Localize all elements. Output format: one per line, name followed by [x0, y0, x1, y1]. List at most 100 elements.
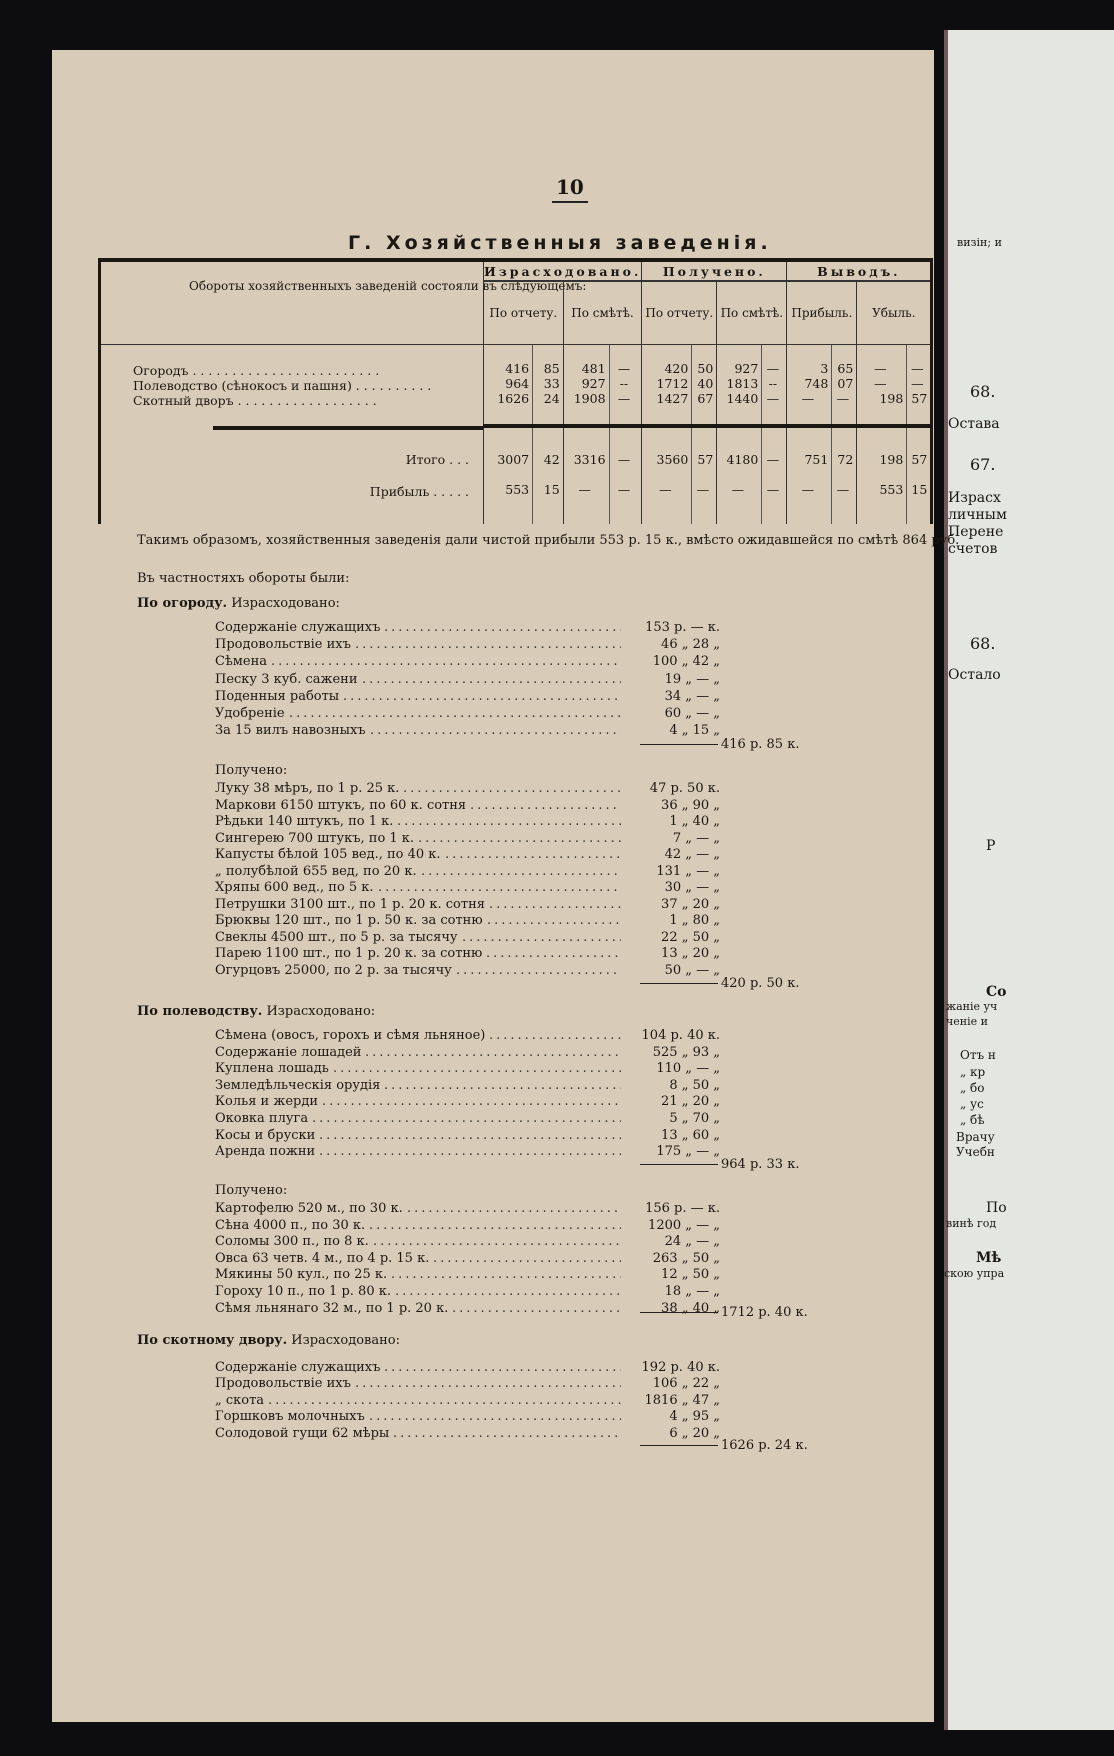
row-label: Огородъ . . . . . . . . . . . . . . . . … [133, 363, 380, 378]
cell-value: 1813 [716, 377, 762, 393]
details-heading: Въ частностяхъ обороты были: [137, 571, 350, 586]
section-heading-rest: Израсходовано: [227, 596, 340, 611]
cell-value: 748 [786, 377, 832, 393]
adjacent-page-text: 68. [970, 634, 996, 653]
ledger-amount: 4 „ 15 „ [669, 723, 720, 739]
cell-value: 24 [532, 392, 564, 408]
dot-leader: ........................................… [369, 1217, 621, 1233]
dot-leader: ........................................… [370, 723, 621, 739]
dot-leader: ........................................… [433, 1250, 621, 1266]
ledger-label: Петрушки 3100 шт., по 1 р. 20 к. сотня [215, 896, 485, 912]
dot-leader: ........................................… [393, 1425, 621, 1441]
dot-leader: ........................................… [445, 847, 621, 862]
adjacent-page-text: визін; и [957, 236, 1002, 249]
ledger-amount: 50 „ — „ [664, 962, 720, 978]
adjacent-page-text: личным [948, 507, 1007, 523]
dot-leader: ........................................… [421, 863, 621, 879]
cell-value: 964 [482, 377, 533, 393]
cell-value: 553 [856, 483, 907, 508]
adjacent-page-text: Отъ н [960, 1048, 996, 1062]
adjacent-page-text: „ ус [960, 1097, 984, 1111]
ledger-label: Брюквы 120 шт., по 1 р. 50 к. за сотню [215, 913, 483, 928]
cell-value: 3007 [482, 424, 533, 484]
table-row: Огородъ . . . . . . . . . . . . . . . . … [100, 362, 932, 378]
cell-value: -- [761, 377, 787, 393]
ledger-label: Продовольствіе ихъ [215, 1376, 351, 1392]
ledger-amount: 1 „ 40 „ [669, 814, 720, 829]
header-spent: Израсходовано. [482, 260, 642, 282]
adjacent-page-text: Врачу [956, 1130, 995, 1144]
ledger-amount: 12 „ 50 „ [661, 1267, 720, 1283]
adjacent-page-text: Мѣ [976, 1250, 1002, 1266]
ledger-label: Поденныя работы [215, 688, 340, 704]
ledger-label: Продовольствіе ихъ [215, 637, 351, 653]
total-rule [640, 1164, 718, 1165]
dot-leader: ........................................… [355, 1376, 621, 1392]
ledger-amount: 156 р. — к. [645, 1201, 720, 1216]
ledger-label: Свеклы 4500 шт., по 5 р. за тысячу [215, 929, 458, 945]
cell-value: 85 [532, 362, 564, 378]
cell-value: 3 [786, 362, 832, 378]
cell-value: 420 [641, 362, 692, 378]
ledger-label: Овса 63 четв. 4 м., по 4 р. 15 к. [215, 1250, 430, 1266]
ledger-amount: 46 „ 28 „ [661, 637, 720, 653]
cell-value: 1712 [641, 377, 692, 393]
cell-value: — [562, 483, 610, 508]
ledger-amount: 192 р. 40 к. [641, 1360, 720, 1375]
total-amount: 964 р. 33 к. [721, 1157, 800, 1172]
total-rule [640, 983, 718, 984]
cell-value: — [608, 392, 642, 408]
ledger-amount: 30 „ — „ [664, 880, 720, 895]
dot-leader: ........................................… [418, 830, 621, 846]
ledger-label: „ скота [215, 1392, 265, 1408]
ledger-amount: 42 „ — „ [664, 847, 720, 862]
cell-value: 65 [831, 362, 857, 378]
cell-value: -- [608, 377, 642, 393]
dot-leader: ........................................… [365, 1044, 621, 1060]
dot-leader: ........................................… [391, 1267, 621, 1283]
adjacent-page-text: жаніе уч [946, 1000, 998, 1013]
ledger-label: Маркови 6150 штукъ, по 60 к. сотня [215, 797, 467, 813]
ledger-amount: 131 „ — „ [656, 863, 720, 879]
cell-value: — [906, 377, 932, 393]
section-heading: По огороду. Израсходовано: [137, 596, 340, 611]
table-spacer [100, 408, 932, 426]
cell-value: — [831, 392, 857, 408]
section-heading-bold: По полеводству. [137, 1004, 263, 1019]
cell-value: 1626 [482, 392, 533, 408]
total-rule [640, 744, 718, 745]
cell-value: 50 [691, 362, 717, 378]
ledger-amount: 34 „ — „ [664, 688, 720, 704]
subheader: По смѣтѣ. [562, 281, 642, 345]
subheader: Убыль. [856, 281, 932, 345]
ledger-label: Куплена лошадь [215, 1061, 329, 1077]
dot-leader: ........................................… [289, 706, 621, 721]
ledger-label: Содержаніе служащихъ [215, 1360, 381, 1375]
dot-leader: ........................................… [403, 781, 621, 796]
cell-value: 4180 [716, 424, 762, 484]
table-row: Полеводство (сѣнокосъ и пашня) . . . . .… [100, 377, 932, 393]
cell-value: — [761, 424, 787, 484]
dot-leader: ........................................… [333, 1061, 621, 1077]
ledger-amount: 110 „ — „ [656, 1061, 720, 1077]
cell-value: — [608, 483, 642, 508]
cell-value: 15 [906, 483, 932, 508]
cell-value: — [786, 483, 832, 508]
dot-leader: ........................................… [470, 797, 621, 813]
ledger-amount: 24 „ — „ [664, 1234, 720, 1250]
ledger-label: Парею 1100 шт., по 1 р. 20 к. за сотню [215, 946, 483, 961]
ledger-label: Косы и бруски [215, 1127, 316, 1143]
cell-value: 751 [786, 424, 832, 484]
adjacent-page-text: „ бо [960, 1081, 985, 1095]
ledger-amount: 104 р. 40 к. [641, 1028, 720, 1043]
cell-value: 33 [532, 377, 564, 393]
ledger-amount: 37 „ 20 „ [661, 896, 720, 912]
row-label: Итого . . . [99, 426, 484, 484]
section-title: Г. Хозяйственныя заведенія. [348, 232, 772, 254]
ledger-amount: 175 „ — „ [656, 1144, 720, 1160]
cell-value: — [761, 392, 787, 408]
dot-leader: ........................................… [486, 946, 621, 961]
cell-value: 42 [532, 424, 564, 484]
section-heading-rest: Израсходовано: [287, 1333, 400, 1348]
dot-leader: ........................................… [319, 1144, 621, 1160]
